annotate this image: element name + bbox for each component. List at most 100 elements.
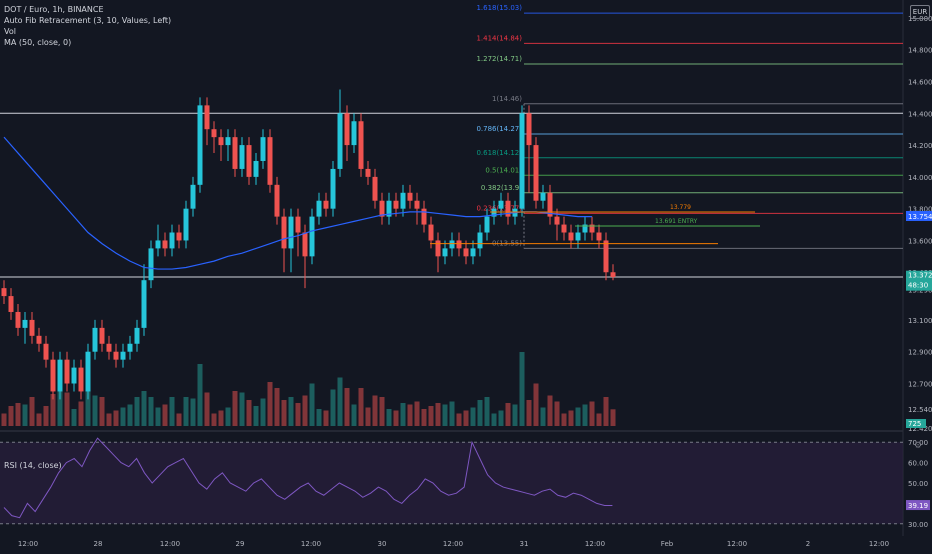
candle-body xyxy=(554,216,560,225)
candle-body xyxy=(484,216,490,233)
candle-body xyxy=(295,216,301,233)
volume-bar xyxy=(57,391,63,426)
volume-bar xyxy=(386,409,392,426)
candle-body xyxy=(323,200,329,209)
candle-body xyxy=(351,121,357,146)
candle-body xyxy=(288,216,294,249)
candle-body xyxy=(246,145,252,177)
rsi-value-badge xyxy=(906,500,930,511)
volume-bar xyxy=(547,395,553,426)
volume-bar xyxy=(1,413,7,426)
candle-body xyxy=(498,200,504,209)
candle-body xyxy=(428,224,434,241)
volume-bar xyxy=(36,413,42,426)
volume-bar xyxy=(183,397,189,426)
fib-indicator-label[interactable]: Auto Fib Retracement (3, 10, Values, Lef… xyxy=(4,16,172,25)
volume-bar xyxy=(92,395,98,426)
candle-body xyxy=(365,168,371,177)
ma-indicator-label[interactable]: MA (50, close, 0) xyxy=(4,38,72,47)
volume-indicator-label[interactable]: Vol xyxy=(4,27,16,36)
price-tick: 14.200 xyxy=(908,142,932,150)
volume-bar xyxy=(85,389,91,426)
candle-body xyxy=(1,288,7,297)
price-tick: 12.900 xyxy=(908,349,932,357)
candle-body xyxy=(316,200,322,217)
fib-level-label: 0.382(13.9) xyxy=(481,184,522,192)
rsi-indicator-label[interactable]: RSI (14, close) xyxy=(4,461,62,470)
volume-bar xyxy=(204,392,210,426)
candles xyxy=(1,89,616,400)
volume-bar xyxy=(253,406,259,426)
volume-bar xyxy=(15,403,21,426)
candle-body xyxy=(120,351,126,360)
volume-bar xyxy=(456,413,462,426)
price-tick: 13.100 xyxy=(908,317,932,325)
volume-bar xyxy=(358,388,364,426)
ma-line xyxy=(3,136,592,270)
volume-label: 725 xyxy=(908,420,921,428)
time-tick: 12:00 xyxy=(727,540,747,548)
volume-bar xyxy=(134,397,140,426)
volume-bar xyxy=(379,397,385,426)
volume-bar xyxy=(267,382,273,426)
candle-body xyxy=(372,176,378,201)
volume-bar xyxy=(344,388,350,426)
time-axis: 12:00 28 12:00 29 12:00 30 12:00 31 12:00 Feb 12:0… xyxy=(18,540,889,548)
price-tick: 14.600 xyxy=(908,79,932,87)
candle-body xyxy=(141,280,147,328)
volume-bar xyxy=(316,409,322,426)
volume-bar xyxy=(78,401,84,426)
volume-bar xyxy=(477,400,483,426)
volume-bar xyxy=(29,397,35,426)
rsi-tick: 60.00 xyxy=(908,460,928,468)
volume-bar xyxy=(120,407,126,426)
countdown-label: 48:30 xyxy=(908,282,928,290)
candle-body xyxy=(456,240,462,249)
candle-body xyxy=(211,129,217,138)
current-price-badge xyxy=(906,270,932,291)
candle-body xyxy=(470,248,476,257)
volume-bar xyxy=(218,410,224,426)
time-tick: 12:00 xyxy=(443,540,463,548)
time-tick: Feb xyxy=(661,540,674,548)
volume-bar xyxy=(232,391,238,426)
volume-bar xyxy=(330,389,336,426)
candle-body xyxy=(204,105,210,130)
currency-badge[interactable]: EUR xyxy=(910,5,930,19)
volume-bar xyxy=(337,377,343,426)
ma-price-label: 13.754 xyxy=(908,213,932,221)
candle-body xyxy=(29,319,35,336)
rsi-tick: 30.00 xyxy=(908,521,928,529)
gear-icon[interactable]: ⚙ xyxy=(914,441,923,451)
candle-body xyxy=(8,296,14,312)
symbol-title[interactable]: DOT / Euro, 1h, BINANCE xyxy=(4,5,104,14)
candle-body xyxy=(603,240,609,273)
candle-body xyxy=(218,137,224,146)
candle-body xyxy=(106,343,112,352)
candle-body xyxy=(274,184,280,217)
rsi-tick: 70.00 xyxy=(908,439,928,447)
volume-bar xyxy=(463,410,469,426)
volume-bar xyxy=(589,401,595,426)
volume-bar xyxy=(155,407,161,426)
candle-body xyxy=(43,343,49,360)
volume-bar xyxy=(533,383,539,426)
time-tick: 12:00 xyxy=(160,540,180,548)
candle-body xyxy=(400,192,406,209)
candle-body xyxy=(330,168,336,209)
volume-bar xyxy=(505,403,511,426)
volume-bar xyxy=(106,413,112,426)
price-tick: 12.700 xyxy=(908,380,932,388)
candle-body xyxy=(561,224,567,233)
volume-bar xyxy=(169,397,175,426)
entry-label: 13.691 ENTRY xyxy=(655,218,698,225)
candle-body xyxy=(92,327,98,352)
volume-bar xyxy=(428,406,434,426)
volume-bar xyxy=(365,407,371,426)
time-tick: 29 xyxy=(236,540,245,548)
candle-body xyxy=(71,367,77,384)
volume-bar xyxy=(281,400,287,426)
volume-bar xyxy=(372,395,378,426)
